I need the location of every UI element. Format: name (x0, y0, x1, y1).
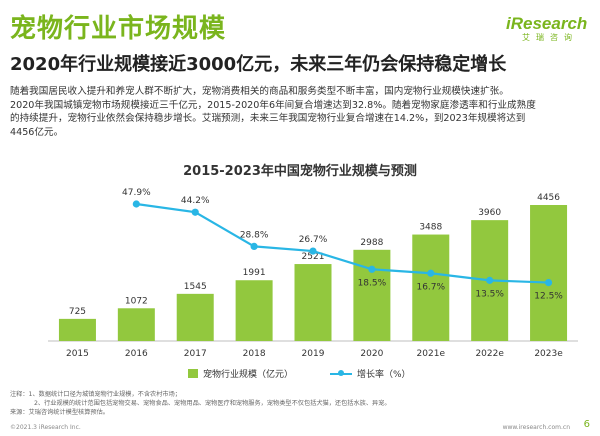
x-tick-label: 2021e (417, 349, 446, 359)
note-line: 2、行业规模的统计范围包括宠物交易、宠物食品、宠物用品、宠物医疗和宠物服务，宠物… (34, 400, 391, 407)
logo-subtitle: 艾瑞咨询 (522, 33, 578, 42)
bar (58, 318, 96, 341)
growth-label: 13.5% (475, 289, 504, 299)
growth-label: 28.8% (240, 230, 269, 240)
growth-point (486, 276, 494, 284)
bar-value-label: 3960 (478, 208, 501, 218)
growth-label: 18.5% (358, 278, 387, 288)
iresearch-logo: iResearch 艾瑞咨询 (506, 14, 588, 43)
x-tick-label: 2022e (475, 349, 504, 359)
intro-line: 2020年我国城镇宠物市场规模接近三千亿元，2015-2020年6年间复合增速达… (10, 99, 536, 111)
intro-line: 的持续提升，宠物行业依然会保持稳步增长。艾瑞预测，未来三年我国宠物行业复合增速在… (10, 113, 526, 125)
bar (176, 293, 214, 341)
bar-value-label: 2521 (302, 252, 325, 262)
chart-title: 2015-2023年中国宠物行业规模与预测 (183, 164, 417, 179)
page-number: 6 (583, 419, 590, 430)
bar-value-label: 2988 (360, 238, 383, 248)
growth-point (250, 242, 258, 251)
x-tick-label: 2020 (360, 349, 383, 359)
page-subtitle: 2020年行业规模接近3000亿元，未来三年仍会保持稳定增长 (10, 54, 507, 75)
x-tick-label: 2017 (184, 349, 207, 359)
bar-value-label: 1991 (243, 268, 266, 278)
x-tick-label: 2023e (534, 349, 563, 359)
growth-point (309, 247, 317, 255)
bar (412, 234, 450, 341)
bar (294, 264, 332, 341)
intro-paragraph: 随着我国居民收入提升和养宠人群不断扩大，宠物消费相关的商品和服务类型不断丰富，国… (10, 85, 590, 139)
bar (530, 205, 568, 341)
bar-value-label: 4456 (537, 193, 560, 203)
page-title: 宠物行业市场规模 (10, 14, 227, 44)
bar-value-label: 3488 (419, 223, 442, 233)
note-line: 注释：1、数据统计口径为城镇宠物行业规模，不含农村市场； (10, 391, 181, 398)
x-tick-label: 2019 (302, 349, 325, 359)
legend-item-bar: 宠物行业规模（亿元） (188, 367, 293, 380)
legend-bar-swatch (188, 369, 198, 378)
bar (117, 308, 155, 341)
growth-point (132, 200, 140, 208)
chart-legend: 宠物行业规模（亿元） 增长率（%） (160, 367, 460, 383)
bar (353, 249, 391, 341)
legend-item-line: 增长率（%） (330, 367, 411, 380)
growth-label: 12.5% (534, 292, 563, 302)
growth-label: 16.7% (416, 282, 445, 292)
note-line: 来源：艾瑞咨询统计模型核算预估。 (10, 409, 109, 416)
x-tick-label: 2015 (66, 349, 89, 359)
legend-bar-label: 宠物行业规模（亿元） (203, 370, 294, 380)
bar-value-label: 1072 (125, 296, 148, 306)
growth-point (427, 269, 435, 277)
intro-line: 随着我国居民收入提升和养宠人群不断扩大，宠物消费相关的商品和服务类型不断丰富，国… (10, 86, 509, 97)
x-tick-label: 2016 (125, 349, 148, 359)
growth-line (136, 202, 549, 284)
growth-label: 47.9% (122, 188, 151, 198)
x-tick-label: 2018 (243, 349, 266, 359)
bar-value-label: 725 (69, 307, 86, 317)
growth-point (544, 278, 553, 287)
growth-label: 44.2% (181, 196, 210, 206)
chart-notes: 注释：1、数据统计口径为城镇宠物行业规模，不含农村市场； 2、行业规模的统计范围… (10, 390, 391, 417)
bar (235, 280, 273, 341)
footer-copyright: ©2021.3 iResearch Inc. (10, 424, 81, 431)
bar-value-label: 1545 (184, 282, 207, 292)
growth-point (368, 265, 376, 273)
growth-label: 26.7% (299, 235, 328, 245)
intro-line: 4456亿元。 (10, 126, 64, 138)
footer-website: www.iresearch.com.cn (502, 424, 570, 431)
legend-line-swatch (330, 369, 352, 378)
growth-point (191, 208, 199, 216)
logo-wordmark: iResearch (506, 14, 588, 33)
legend-line-label: 增长率（%） (357, 370, 411, 380)
